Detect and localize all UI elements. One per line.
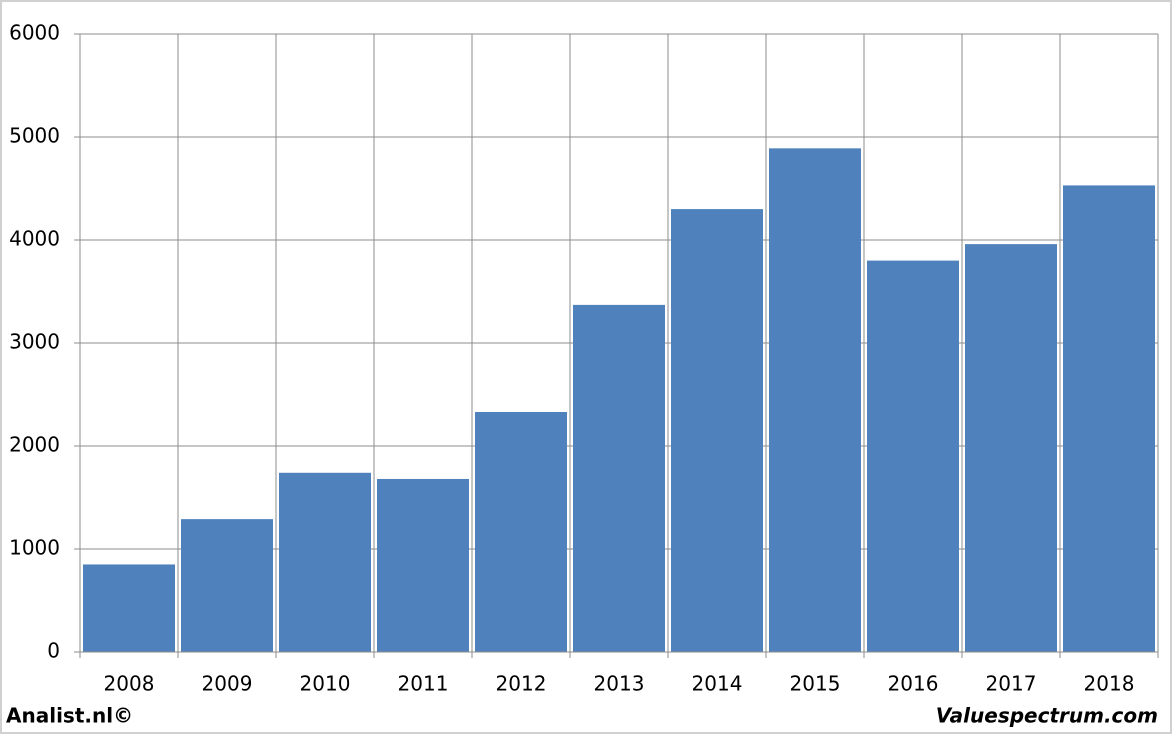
- credit-right: Valuespectrum.com: [936, 704, 1158, 728]
- bar: [1063, 185, 1155, 652]
- y-tick-label: 5000: [9, 124, 60, 148]
- credit-left: Analist.nl©: [6, 704, 133, 728]
- x-tick-label: 2012: [496, 672, 547, 696]
- bar: [279, 472, 371, 652]
- x-tick-label: 2018: [1084, 672, 1135, 696]
- bar: [671, 209, 763, 652]
- bar: [475, 412, 567, 652]
- x-tick-label: 2017: [986, 672, 1037, 696]
- y-tick-label: 2000: [9, 433, 60, 457]
- y-tick-label: 3000: [9, 330, 60, 354]
- y-tick-label: 0: [47, 639, 60, 663]
- x-tick-label: 2011: [398, 672, 449, 696]
- x-tick-label: 2015: [790, 672, 841, 696]
- x-tick-label: 2009: [202, 672, 253, 696]
- x-tick-label: 2016: [888, 672, 939, 696]
- bar: [573, 304, 665, 652]
- bar: [83, 564, 175, 652]
- x-tick-label: 2013: [594, 672, 645, 696]
- bar: [965, 244, 1057, 652]
- y-tick-label: 1000: [9, 536, 60, 560]
- y-tick-label: 6000: [9, 21, 60, 45]
- bar: [769, 148, 861, 652]
- bar: [867, 260, 959, 652]
- x-tick-label: 2010: [300, 672, 351, 696]
- x-tick-label: 2008: [104, 672, 155, 696]
- y-tick-label: 4000: [9, 227, 60, 251]
- bar: [181, 519, 273, 652]
- x-tick-label: 2014: [692, 672, 743, 696]
- bar: [377, 478, 469, 652]
